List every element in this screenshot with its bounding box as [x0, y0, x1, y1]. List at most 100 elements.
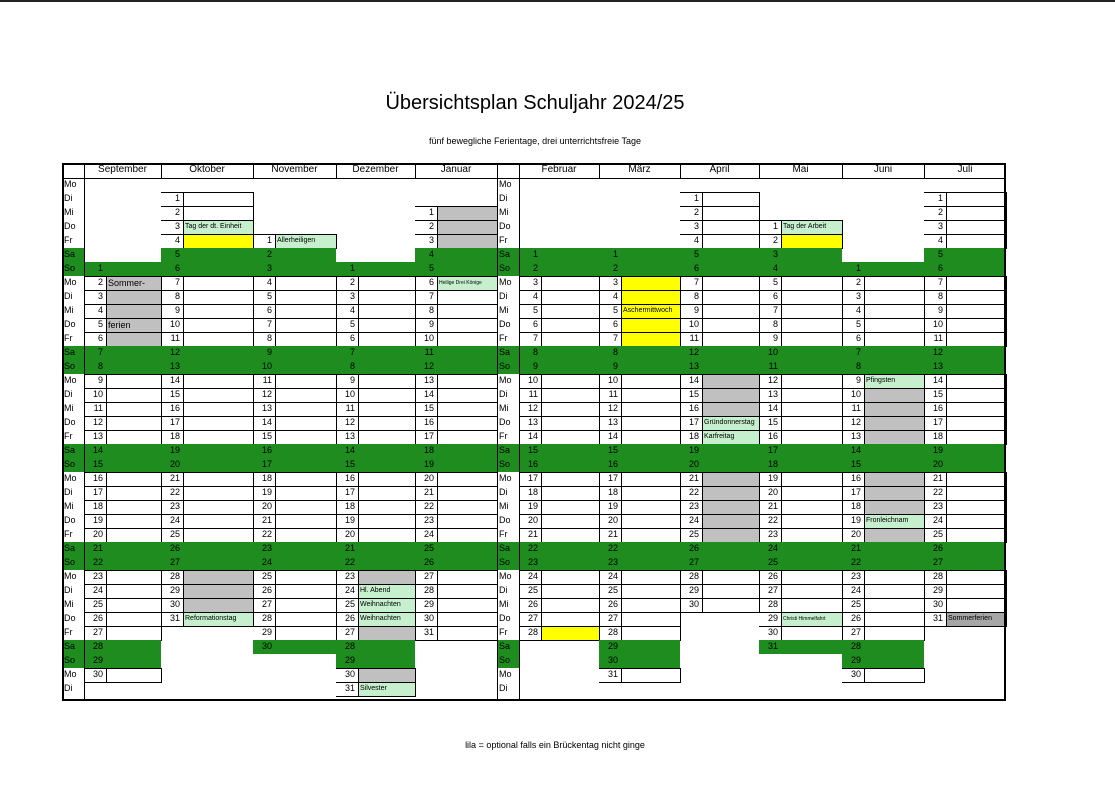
- weekend-fill: [759, 346, 842, 360]
- weekday-label: So: [499, 361, 511, 371]
- day-number: 27: [607, 613, 618, 623]
- break-fill: [183, 598, 253, 612]
- weekend-fill: [842, 444, 924, 458]
- month-header-1: Oktober: [189, 164, 225, 175]
- day-number-separator: [864, 486, 865, 500]
- day-number: 1: [97, 263, 103, 273]
- weekend-fill: [336, 346, 415, 360]
- day-number-separator: [437, 626, 438, 640]
- day-number-separator: [358, 514, 359, 528]
- day-number: 28: [92, 641, 103, 651]
- break-fill: [106, 290, 161, 304]
- day-cell-border: [680, 598, 760, 613]
- day-number-separator: [702, 374, 703, 388]
- day-number: 19: [261, 487, 272, 497]
- day-number: 28: [344, 641, 355, 651]
- day-number: 31: [932, 613, 943, 623]
- day-number: 17: [688, 417, 699, 427]
- day-number-separator: [437, 374, 438, 388]
- weekday-label: Fr: [499, 235, 508, 245]
- day-number: 16: [261, 445, 272, 455]
- break-fill: [864, 486, 924, 500]
- holiday-fill: [437, 276, 497, 290]
- weekend-fill: [84, 262, 161, 276]
- day-number: 12: [850, 417, 861, 427]
- day-number-separator: [358, 374, 359, 388]
- day-number-separator: [358, 304, 359, 318]
- day-number-separator: [275, 332, 276, 346]
- day-number-separator: [183, 304, 184, 318]
- day-number: 30: [688, 599, 699, 609]
- break-fill: [864, 430, 924, 444]
- day-number-separator: [541, 332, 542, 346]
- day-number: 11: [689, 333, 699, 343]
- weekend-fill: [62, 542, 84, 556]
- day-number: 17: [169, 417, 180, 427]
- day-number: 15: [607, 445, 618, 455]
- day-number-separator: [621, 528, 622, 542]
- holiday-fill: [781, 612, 842, 626]
- day-number: 21: [527, 529, 538, 539]
- day-number: 2: [693, 207, 699, 217]
- day-number: 24: [932, 515, 943, 525]
- day-number-separator: [864, 304, 865, 318]
- day-number: 21: [607, 529, 618, 539]
- weekend-fill: [336, 458, 415, 472]
- day-number: 28: [169, 571, 180, 581]
- day-number: 7: [937, 277, 943, 287]
- weekend-fill: [336, 262, 415, 276]
- day-number: 21: [92, 543, 103, 553]
- day-number: 9: [612, 361, 618, 371]
- day-number: 1: [349, 263, 355, 273]
- day-number: 13: [92, 431, 103, 441]
- day-number: 11: [528, 389, 538, 399]
- weekend-fill: [62, 640, 84, 654]
- weekday-label: So: [499, 655, 511, 665]
- weekday-label: Mo: [499, 473, 512, 483]
- day-number: 21: [344, 543, 355, 553]
- day-number: 5: [772, 277, 778, 287]
- page-subtitle: fünf bewegliche Ferientage, drei unterri…: [429, 136, 641, 146]
- day-number: 8: [937, 291, 943, 301]
- day-number: 13: [344, 431, 355, 441]
- day-number-separator: [702, 220, 703, 234]
- day-number: 26: [344, 613, 355, 623]
- weekday-label: So: [64, 459, 76, 469]
- day-number-separator: [946, 486, 947, 500]
- weekday-label: Fr: [64, 529, 73, 539]
- break-fill: [702, 486, 759, 500]
- weekend-fill: [599, 542, 680, 556]
- day-number: 30: [607, 655, 618, 665]
- weekend-fill: [253, 640, 336, 654]
- day-number: 20: [932, 459, 943, 469]
- day-number-separator: [781, 584, 782, 598]
- header-column-divider: [161, 163, 162, 178]
- day-number-separator: [781, 570, 782, 584]
- holiday-fill: [358, 682, 415, 696]
- day-number: 1: [772, 221, 778, 231]
- header-column-divider: [336, 163, 337, 178]
- day-number: 28: [607, 627, 618, 637]
- day-number-separator: [183, 192, 184, 206]
- month-header-3: Dezember: [352, 164, 399, 175]
- day-number: 22: [850, 557, 861, 567]
- day-number-separator: [106, 332, 107, 346]
- day-number-separator: [621, 388, 622, 402]
- day-number-separator: [781, 612, 782, 626]
- day-number: 30: [932, 599, 943, 609]
- day-number: 27: [688, 557, 699, 567]
- weekday-label: Do: [64, 613, 76, 623]
- day-number-separator: [106, 514, 107, 528]
- day-number-separator: [781, 388, 782, 402]
- day-number: 12: [767, 375, 778, 385]
- day-number: 11: [608, 389, 618, 399]
- day-number: 5: [937, 249, 943, 259]
- day-number-separator: [946, 570, 947, 584]
- day-number-separator: [864, 416, 865, 430]
- day-label: Sommer-: [108, 277, 146, 288]
- day-number-separator: [106, 430, 107, 444]
- day-number-separator: [864, 668, 865, 682]
- day-number: 24: [261, 557, 272, 567]
- day-number-separator: [621, 626, 622, 640]
- weekday-label: Mo: [499, 277, 512, 287]
